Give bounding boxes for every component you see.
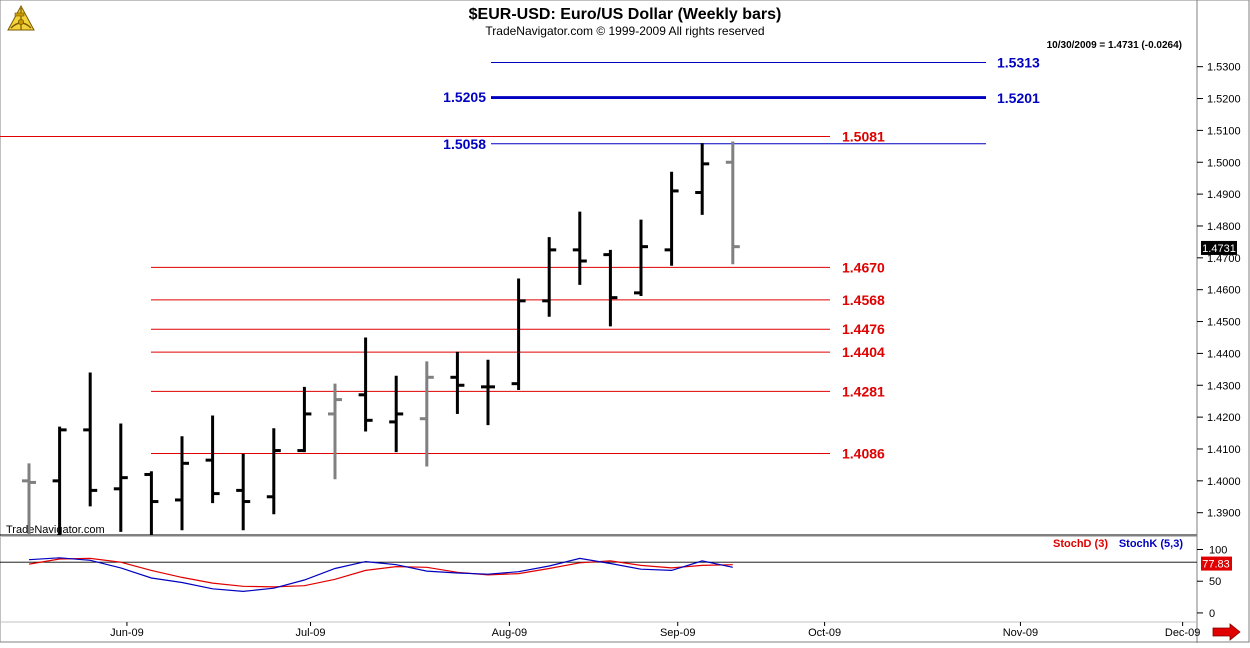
ohlc-bar <box>634 219 648 297</box>
level-label: 1.4404 <box>842 344 885 360</box>
ohlc-bar <box>205 415 220 504</box>
stochk-line <box>28 557 733 593</box>
level-label: 1.4281 <box>842 383 885 399</box>
ohlc-bar <box>725 141 740 265</box>
level-label: 1.4670 <box>842 259 885 275</box>
stoch-tick-label: 0 <box>1209 608 1215 620</box>
ohlc-bar <box>83 372 98 507</box>
date-tick-label: Sep-09 <box>660 627 695 639</box>
level-label: 1.5313 <box>997 55 1040 71</box>
arrow-right-icon <box>1212 623 1241 641</box>
stochd-line <box>28 557 733 588</box>
ohlc-bar <box>542 237 557 317</box>
price-tick-label: 1.4500 <box>1207 317 1241 329</box>
ohlc-bar <box>450 351 465 414</box>
ohlc-bar <box>52 426 67 535</box>
chart-title: $EUR-USD: Euro/US Dollar (Weekly bars) <box>469 6 782 23</box>
ohlc-bar <box>603 249 618 327</box>
ohlc-bar <box>511 278 526 391</box>
stoch-tick-label: 100 <box>1209 545 1227 557</box>
price-tick-label: 1.5000 <box>1207 157 1241 169</box>
ohlc-bar <box>389 375 404 453</box>
level-label: 1.5058 <box>443 136 486 152</box>
legend-stochk: StochK (5,3) <box>1119 538 1184 550</box>
ohlc-bar <box>144 471 159 535</box>
copyright-text: TradeNavigator.com © 1999-2009 All right… <box>485 24 764 38</box>
date-axis: Jun-09 Jul-09 Aug-09 Sep-09 Oct-09 Nov-09 Dec-… <box>110 622 1200 639</box>
price-tick-label: 1.4800 <box>1207 221 1241 233</box>
ohlc-bar <box>22 463 36 535</box>
ohlc-bar <box>572 211 587 285</box>
date-tick-label: Jul-09 <box>296 627 326 639</box>
price-tick-label: 1.4600 <box>1207 285 1241 297</box>
date-tick-label: Dec-09 <box>1165 627 1200 639</box>
ohlc-bars <box>22 141 740 535</box>
price-tick-label: 1.5100 <box>1207 125 1241 137</box>
level-label: 1.5081 <box>842 128 885 144</box>
price-tick-label: 1.4700 <box>1207 253 1241 265</box>
date-tick-label: Nov-09 <box>1003 627 1038 639</box>
ohlc-bar <box>236 453 251 531</box>
level-label: 1.4568 <box>842 292 885 308</box>
last-price-label: 1.4731 <box>1202 243 1236 255</box>
last-quote-text: 10/30/2009 = 1.4731 (-0.0264) <box>1047 40 1182 51</box>
sextant-icon <box>7 4 35 31</box>
stochastic-panel: 100 50 0 77.83 <box>0 545 1232 620</box>
ohlc-bar <box>266 428 281 515</box>
date-tick-label: Aug-09 <box>492 627 527 639</box>
price-tick-label: 1.3900 <box>1207 508 1241 520</box>
stoch-last-box <box>1201 556 1232 571</box>
date-tick-label: Jun-09 <box>110 627 144 639</box>
ohlc-bar <box>175 436 189 531</box>
last-price-box <box>1201 240 1237 255</box>
ohlc-bar <box>481 359 495 426</box>
level-label: 1.5201 <box>997 90 1040 106</box>
price-tick-label: 1.4000 <box>1207 476 1241 488</box>
price-tick-label: 1.4300 <box>1207 380 1241 392</box>
price-tick-label: 1.5200 <box>1207 94 1241 106</box>
level-label: 1.4476 <box>842 321 885 337</box>
watermark-text: TradeNavigator.com <box>6 524 105 536</box>
price-tick-label: 1.5300 <box>1207 62 1241 74</box>
price-tick-label: 1.4400 <box>1207 348 1241 360</box>
price-axis: 1.5300 1.5200 1.5100 1.5000 1.4900 1.4800 1.47… <box>1197 62 1241 520</box>
price-tick-label: 1.4200 <box>1207 412 1241 424</box>
stoch-tick-label: 50 <box>1209 576 1221 588</box>
scroll-right-button[interactable] <box>1212 623 1241 641</box>
ohlc-bar <box>113 423 128 532</box>
date-tick-label: Oct-09 <box>808 627 841 639</box>
ohlc-bar <box>297 386 312 453</box>
fib-levels: 1.5313 1.5201 1.5205 1.5058 1.5081 1.4670 1.45… <box>0 55 1040 461</box>
stoch-last-label: 77.83 <box>1202 559 1230 571</box>
ohlc-bar <box>695 143 710 215</box>
level-label: 1.4086 <box>842 445 885 461</box>
ohlc-bar <box>664 171 679 266</box>
ohlc-bar <box>358 337 373 432</box>
ohlc-bar <box>328 383 342 480</box>
legend-stochd: StochD (3) <box>1053 538 1108 550</box>
price-tick-label: 1.4900 <box>1207 189 1241 201</box>
ohlc-bar <box>419 361 434 467</box>
price-tick-label: 1.4100 <box>1207 444 1241 456</box>
level-label: 1.5205 <box>443 89 486 105</box>
